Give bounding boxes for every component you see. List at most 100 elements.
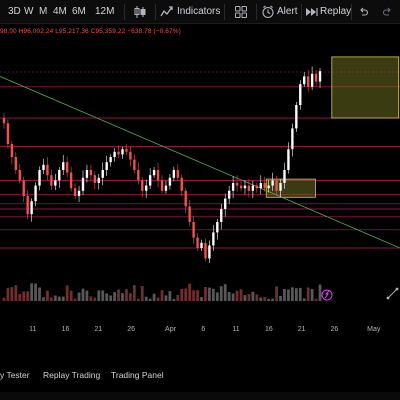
candle-body [10,144,14,157]
indicators-button[interactable]: Indicators [177,6,221,17]
volume-bar [26,291,30,301]
toolbar-divider [124,4,125,20]
timeframe-12m[interactable]: 12M [95,6,115,17]
candle-body [239,185,243,189]
replay-button[interactable]: Replay [320,6,352,17]
volume-bar [290,287,294,301]
candle-body [2,118,6,124]
volume-bar [148,298,152,301]
date-tick-label: 26 [127,326,136,333]
volume-bar [200,297,203,301]
volume-bar [97,290,101,301]
volume-bar [318,284,322,301]
volume-bar [117,289,120,301]
candle-body [247,185,251,191]
toolbar-divider [301,4,302,20]
volume-bar [129,293,132,301]
candle-body [243,185,247,189]
volume-bar [50,297,53,301]
volume-bar [140,286,144,301]
indicators-icon[interactable] [160,4,174,20]
timeframe-m[interactable]: M [39,6,48,17]
volume-bar [298,287,302,301]
alert-clock-icon[interactable] [261,4,275,20]
date-tick-label: 11 [29,326,37,333]
candle-body [287,149,290,170]
volume-bar [180,288,184,301]
volume-bar [184,288,188,301]
volume-bar [235,290,239,301]
volume-bar [69,290,73,301]
candle-body [85,170,89,178]
candle-body [212,232,215,246]
candle-body [109,157,112,163]
candle-body [227,190,231,199]
date-tick-label: 6 [201,326,206,333]
candle-body [164,185,168,191]
volume-bar [231,293,235,301]
candle-body [58,170,61,181]
candle-body [121,149,124,155]
drawing-tool-icon[interactable] [386,287,399,300]
volume-bar [77,292,81,301]
volume-bar [310,288,314,301]
redo-icon[interactable] [382,4,394,20]
volume-bar [160,290,164,301]
volume-bar [275,286,278,301]
toolbar-divider [256,4,257,20]
candles-icon[interactable] [132,4,148,20]
volume-bar [81,288,85,301]
volume-bar [132,285,136,301]
candle-body [101,170,104,178]
volume-bar [65,285,69,301]
candle-body [97,177,100,183]
ohlc-low: L95,217.36 [55,28,89,35]
volume-bar [271,298,274,301]
volume-bar [302,298,306,301]
candle-body [196,237,199,248]
candle-body [192,222,195,238]
volume-bar [196,290,199,301]
candle-body [172,170,176,178]
volume-bar [168,291,172,301]
volume-bar [156,297,160,301]
timeframe-w[interactable]: W [24,6,34,17]
tab-strategy-tester[interactable]: y Tester [0,370,30,380]
candle-body [314,73,318,82]
undo-icon[interactable] [357,4,369,20]
bottom-edge-bar [0,392,400,400]
volume-bar [306,287,310,301]
volume-bar [172,298,176,301]
replay-icon[interactable] [305,4,319,20]
timeframe-6m[interactable]: 6M [72,6,86,17]
tab-replay-trading[interactable]: Replay Trading [43,370,101,380]
candle-body [156,170,160,181]
candle-body [295,105,298,129]
volume-bar [10,287,14,301]
timeframe-3d[interactable]: 3D [8,6,21,17]
date-tick-label: 16 [61,326,70,333]
candle-body [46,164,49,176]
price-chart[interactable] [0,0,400,326]
volume-bar [247,293,251,301]
layout-grid-icon[interactable] [233,4,249,20]
tab-trading-panel[interactable]: Trading Panel [111,370,164,380]
timeframe-4m[interactable]: 4M [53,6,67,17]
zone-rectangle [331,56,400,119]
volume-bar [287,289,290,301]
volume-bar [144,296,148,301]
candle-body [200,242,203,248]
candle-body [310,73,314,87]
replay-marker-icon[interactable] [321,289,333,301]
alert-button[interactable]: Alert [277,6,298,17]
volume-bar [109,295,113,301]
candle-body [152,170,156,176]
candle-body [275,180,278,191]
candle-body [188,206,191,222]
bottom-panel-tabs: y Tester Replay Trading Trading Panel [0,366,400,384]
volume-bar [113,292,116,301]
candle-body [235,183,239,186]
candle-body [148,175,152,186]
candle-body [93,175,97,183]
volume-bar [211,288,215,301]
